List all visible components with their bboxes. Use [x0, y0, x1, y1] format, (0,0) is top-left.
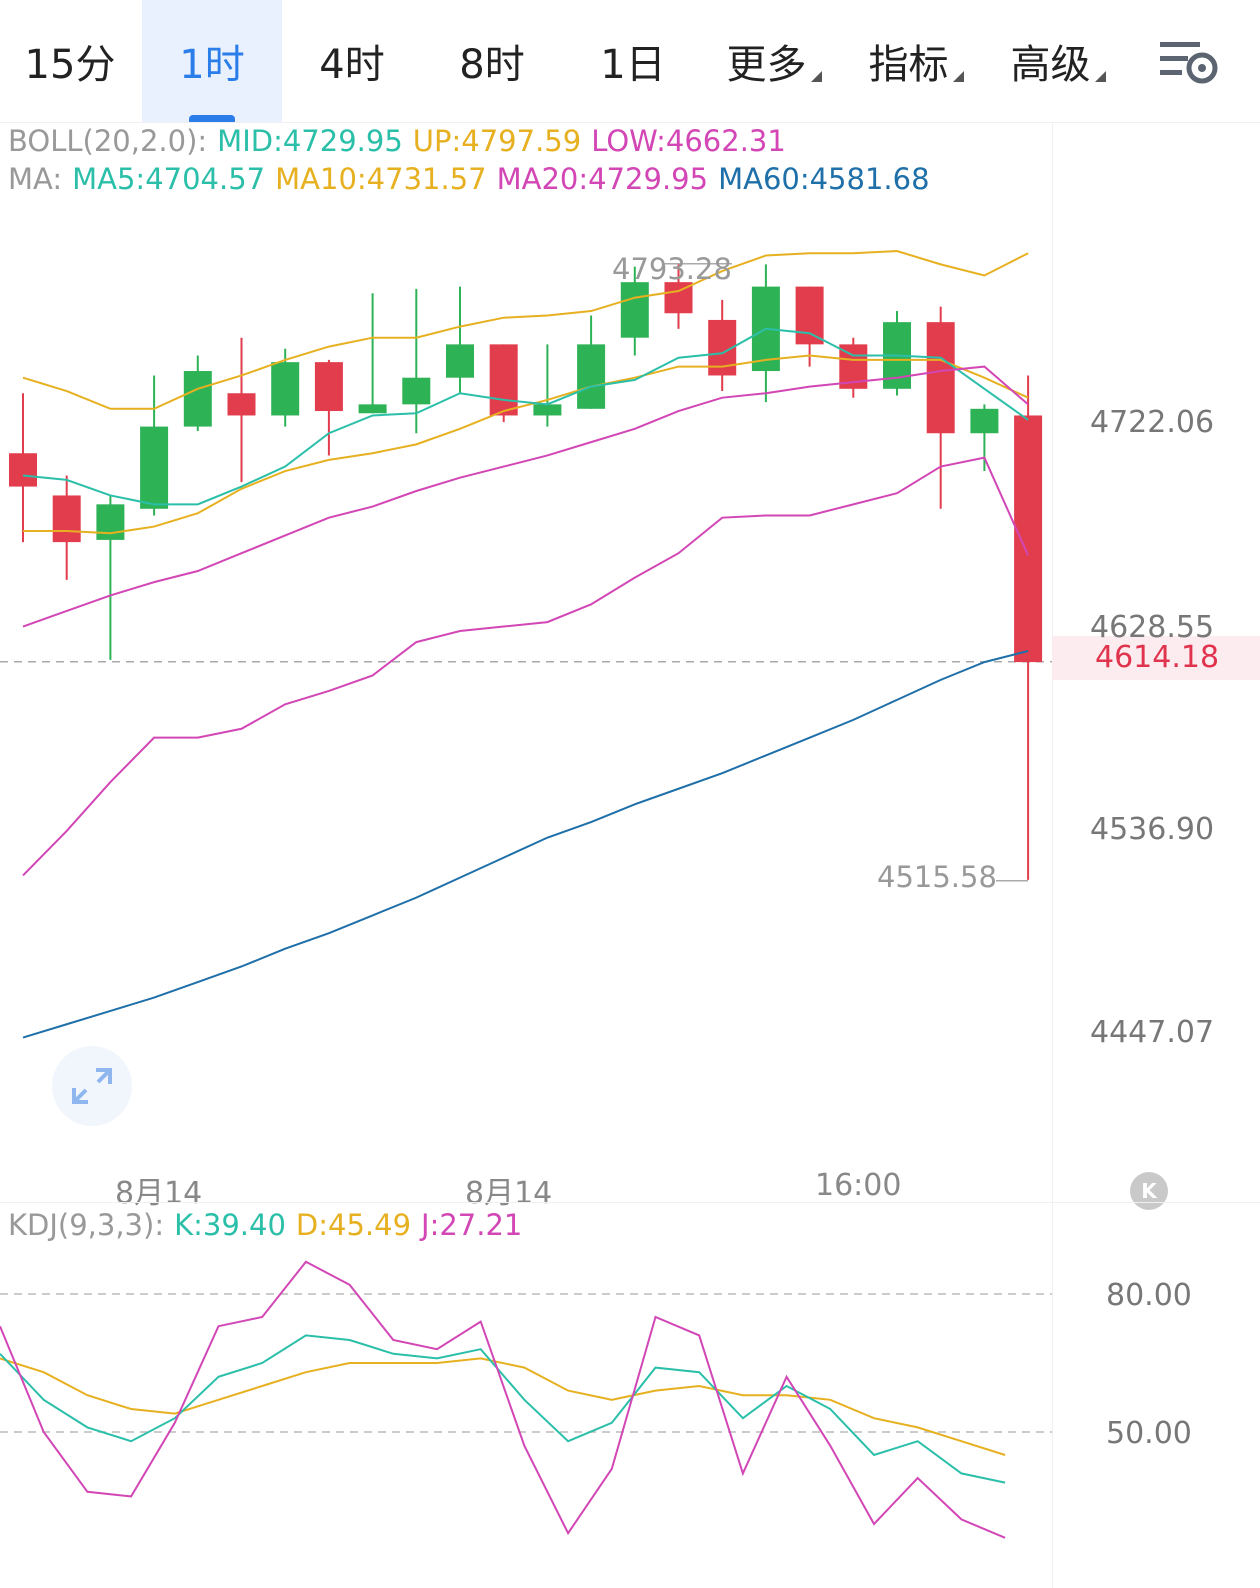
- kdj-chart[interactable]: [0, 1204, 1260, 1588]
- x-tick-label: 8月14: [465, 1176, 553, 1211]
- candle-body: [96, 504, 125, 540]
- candle-body: [926, 322, 955, 434]
- tab-label: 15分: [24, 42, 116, 88]
- ma-legend: MA: MA5:4704.57 MA10:4731.57 MA20:4729.95 MA…: [8, 162, 940, 196]
- boll-low-value: LOW:4662.31: [591, 124, 786, 158]
- kdj-line-d: [0, 1357, 1006, 1456]
- tab-label: 1时: [179, 42, 245, 88]
- boll-legend-prefix: BOLL(20,2.0):: [8, 124, 208, 158]
- tab-0[interactable]: 15分: [0, 0, 140, 122]
- tab-6[interactable]: 指标: [846, 0, 986, 122]
- kdj-y-tick-label: 50.00: [1106, 1416, 1192, 1451]
- scroll-to-latest-button[interactable]: K: [1130, 1172, 1168, 1210]
- candle-body: [446, 344, 474, 378]
- candle-body: [314, 362, 343, 412]
- x-tick-label: 16:00: [815, 1168, 902, 1203]
- ma20-value: MA20:4729.95: [496, 162, 709, 196]
- candlestick-chart[interactable]: [0, 122, 1260, 1168]
- candle-body: [533, 404, 562, 416]
- expand-chart-button[interactable]: [52, 1046, 132, 1126]
- tab-label: 高级: [1010, 42, 1091, 88]
- candle-body: [52, 495, 81, 543]
- ma-legend-prefix: MA:: [8, 162, 63, 196]
- kdj-j-value: J:27.21: [421, 1208, 523, 1242]
- candle-body: [620, 282, 649, 338]
- last-price-label: 4614.18: [1095, 640, 1220, 675]
- timeframe-tab-bar: 15分 1时 4时 8时 1日 更多 指标 高级: [0, 0, 1260, 123]
- kdj-y-tick-label: 80.00: [1106, 1278, 1192, 1313]
- dropdown-triangle-icon: [1094, 71, 1106, 82]
- kdj-line-k: [0, 1334, 1006, 1484]
- candle-body: [9, 453, 37, 487]
- expand-icon: [72, 1068, 112, 1104]
- series-line-low: [22, 456, 1030, 877]
- candle-body: [402, 377, 431, 405]
- y-tick-label: 4722.06: [1090, 405, 1215, 440]
- candle-body: [577, 344, 606, 409]
- candle-body: [970, 408, 999, 434]
- y-tick-label: 4628.55: [1090, 610, 1215, 645]
- tab-label: 指标: [868, 42, 949, 88]
- tab-4[interactable]: 1日: [563, 0, 703, 122]
- lowest-price-label: 4515.58: [877, 860, 997, 894]
- tab-label: 更多: [726, 42, 807, 88]
- pane-divider: [0, 1202, 1260, 1203]
- series-line-mid: [22, 365, 1029, 628]
- tab-7[interactable]: 高级: [988, 0, 1128, 122]
- ma5-value: MA5:4704.57: [72, 162, 266, 196]
- kdj-k-value: K:39.40: [174, 1208, 286, 1242]
- candle-body: [489, 344, 518, 416]
- candle-body: [183, 371, 212, 427]
- x-tick-label: 8月14: [115, 1176, 203, 1211]
- tab-5[interactable]: 更多: [704, 0, 844, 122]
- active-tab-indicator: [189, 115, 235, 122]
- series-line-ma60: [22, 650, 1029, 1039]
- candle-body: [227, 393, 256, 416]
- kdj-legend: KDJ(9,3,3): K:39.40 D:45.49 J:27.21: [8, 1208, 532, 1242]
- tab-label: 4时: [319, 42, 385, 88]
- dropdown-triangle-icon: [810, 71, 822, 82]
- candle-body: [358, 404, 387, 414]
- k-icon: K: [1141, 1179, 1157, 1203]
- boll-legend: BOLL(20,2.0): MID:4729.95 UP:4797.59 LOW:46…: [8, 124, 796, 158]
- tab-label: 8时: [459, 42, 525, 88]
- highest-price-label: 4793.28: [612, 252, 732, 286]
- candle-body: [140, 426, 169, 509]
- tab-label: 1日: [600, 42, 666, 88]
- kdj-line-j: [0, 1260, 1006, 1539]
- ma10-value: MA10:4731.57: [275, 162, 487, 196]
- last-price-box: [1052, 636, 1260, 680]
- boll-up-value: UP:4797.59: [412, 124, 582, 158]
- dropdown-triangle-icon: [952, 71, 964, 82]
- y-tick-label: 4447.07: [1090, 1015, 1215, 1050]
- chart-settings-icon[interactable]: [1160, 38, 1222, 88]
- candle-body: [271, 362, 300, 416]
- kdj-d-value: D:45.49: [295, 1208, 412, 1242]
- tab-1[interactable]: 1时: [142, 0, 282, 122]
- ma60-value: MA60:4581.68: [718, 162, 930, 196]
- series-line-ma10: [23, 354, 1029, 535]
- candle-body: [795, 286, 824, 345]
- series-line-up: [22, 250, 1029, 410]
- series-line-ma5: [22, 327, 1029, 506]
- boll-mid-value: MID:4729.95: [217, 124, 403, 158]
- kdj-legend-prefix: KDJ(9,3,3):: [8, 1208, 165, 1242]
- y-tick-label: 4536.90: [1090, 812, 1215, 847]
- tab-3[interactable]: 8时: [422, 0, 562, 122]
- price-axis-divider: [1052, 122, 1053, 1588]
- candle-body: [1014, 415, 1043, 663]
- tab-2[interactable]: 4时: [282, 0, 422, 122]
